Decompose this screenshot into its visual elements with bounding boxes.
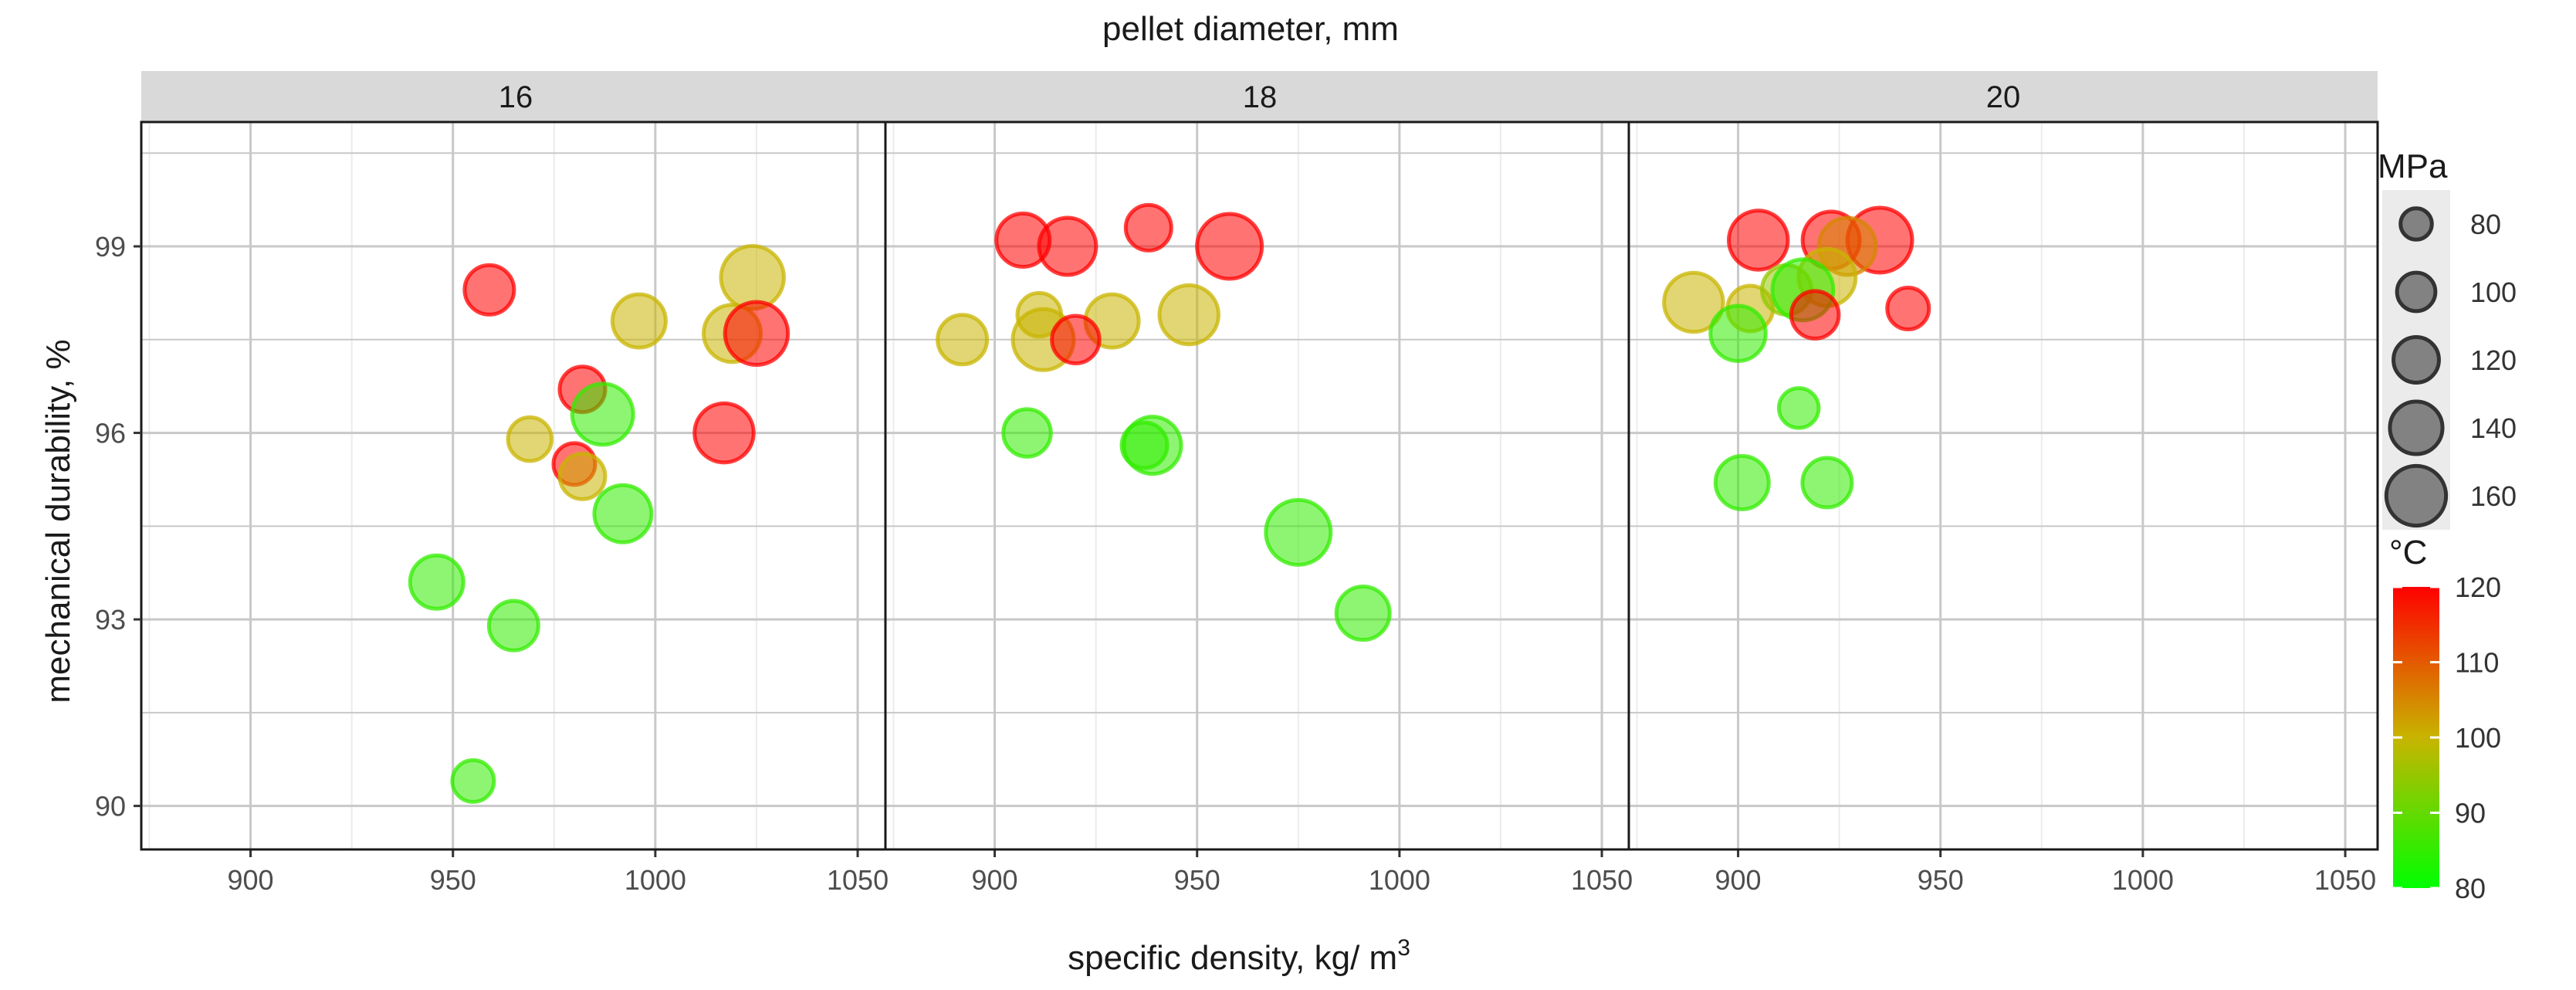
size-legend-label: 100 [2470,276,2517,308]
data-point-18-3 [1195,212,1264,281]
color-legend-title: °C [2389,534,2427,571]
facet-label-18: 18 [1243,80,1278,114]
size-legend-circle [2395,270,2438,314]
data-point-20-4 [1662,270,1725,334]
color-legend: °C 80 90 100 110 120 [2389,534,2501,904]
facet-panel-16: 16 900 950 1000 1050 [140,71,892,896]
x-tick-label: 900 [972,864,1018,896]
x-tick-label: 1000 [1369,864,1430,896]
data-point-18-9 [1050,314,1102,366]
facet-strip-16 [141,71,890,122]
data-point-16-7 [692,401,756,465]
color-legend-label: 110 [2455,647,2499,679]
facet-strip-18 [885,71,1634,122]
data-point-18-4 [1157,283,1220,347]
y-axis-title: mechanical durability, % [39,339,77,703]
data-point-16-2 [610,292,668,350]
x-tick-label: 950 [430,864,476,896]
x-tick-label: 950 [1918,864,1964,896]
color-legend-label: 120 [2455,571,2501,603]
x-tick-label: 900 [1715,864,1762,896]
color-legend-label: 90 [2455,798,2486,829]
facet-panels: 16 900 950 1000 1050 18 900 950 1000 1050 20 900 950… [95,71,2379,896]
data-point-16-0 [462,263,516,317]
facet-title: pellet diameter, mm [1102,10,1399,48]
data-point-16-8 [506,415,554,463]
x-tick-label: 1050 [2314,864,2376,896]
panel-border [1627,120,2379,851]
y-tick-label: 96 [95,418,126,449]
x-tick-label: 900 [228,864,274,896]
data-point-18-14 [1334,585,1392,642]
data-point-18-13 [1264,497,1333,567]
size-legend-label: 160 [2470,480,2517,512]
facet-label-20: 20 [1986,80,2021,114]
facet-strip-20 [1629,71,2378,122]
data-point-18-12 [1119,420,1170,470]
y-axis: 90 93 96 99 [95,231,141,822]
facet-panel-18: 18 900 950 1000 1050 [884,71,1636,896]
data-point-18-1 [1037,215,1098,277]
x-tick-label: 1000 [2112,864,2174,896]
data-point-18-7 [936,313,990,367]
x-axis-title: specific density, kg/ m3 [1068,935,1410,977]
size-legend: MPa 80 100 120 140 160 [2378,147,2517,530]
data-point-16-1 [719,244,786,311]
x-tick-label: 950 [1174,864,1220,896]
data-point-16-12 [408,553,465,611]
data-point-16-14 [450,758,496,804]
x-tick-label: 1000 [625,864,686,896]
color-legend-label: 100 [2455,722,2501,754]
y-tick-label: 90 [95,791,126,822]
data-point-20-11 [1708,303,1768,363]
facet-panel-20: 20 900 950 1000 1050 [1627,71,2379,896]
data-point-18-2 [1123,202,1173,253]
data-point-20-14 [1800,456,1854,510]
data-point-20-0 [1727,209,1790,272]
data-point-18-10 [1001,407,1053,459]
size-legend-label: 120 [2470,344,2517,376]
data-point-20-13 [1713,453,1771,511]
size-legend-label: 140 [2470,412,2517,444]
color-legend-label: 80 [2455,873,2486,904]
facet-label-16: 16 [499,80,533,114]
data-point-16-13 [486,598,540,653]
size-legend-title: MPa [2378,147,2448,185]
data-point-16-4 [723,300,790,367]
data-point-16-6 [570,381,635,447]
y-tick-label: 93 [95,604,126,636]
x-axis-title-text: specific density, kg/ m [1068,939,1397,977]
x-tick-label: 1050 [827,864,889,896]
size-legend-circle [2398,206,2434,242]
data-point-20-12 [1776,386,1821,430]
size-legend-circle [2392,335,2441,385]
data-point-16-10 [557,451,608,501]
data-point-20-9 [1789,289,1841,341]
y-tick-label: 99 [95,231,126,263]
size-legend-label: 80 [2470,209,2501,240]
size-legend-circle [2388,399,2445,456]
x-tick-label: 1050 [1571,864,1633,896]
panel-background [141,122,890,849]
data-point-20-10 [1885,286,1931,332]
size-legend-circle [2384,463,2449,528]
x-axis-title-superscript: 3 [1397,935,1410,961]
data-point-16-11 [592,483,654,544]
